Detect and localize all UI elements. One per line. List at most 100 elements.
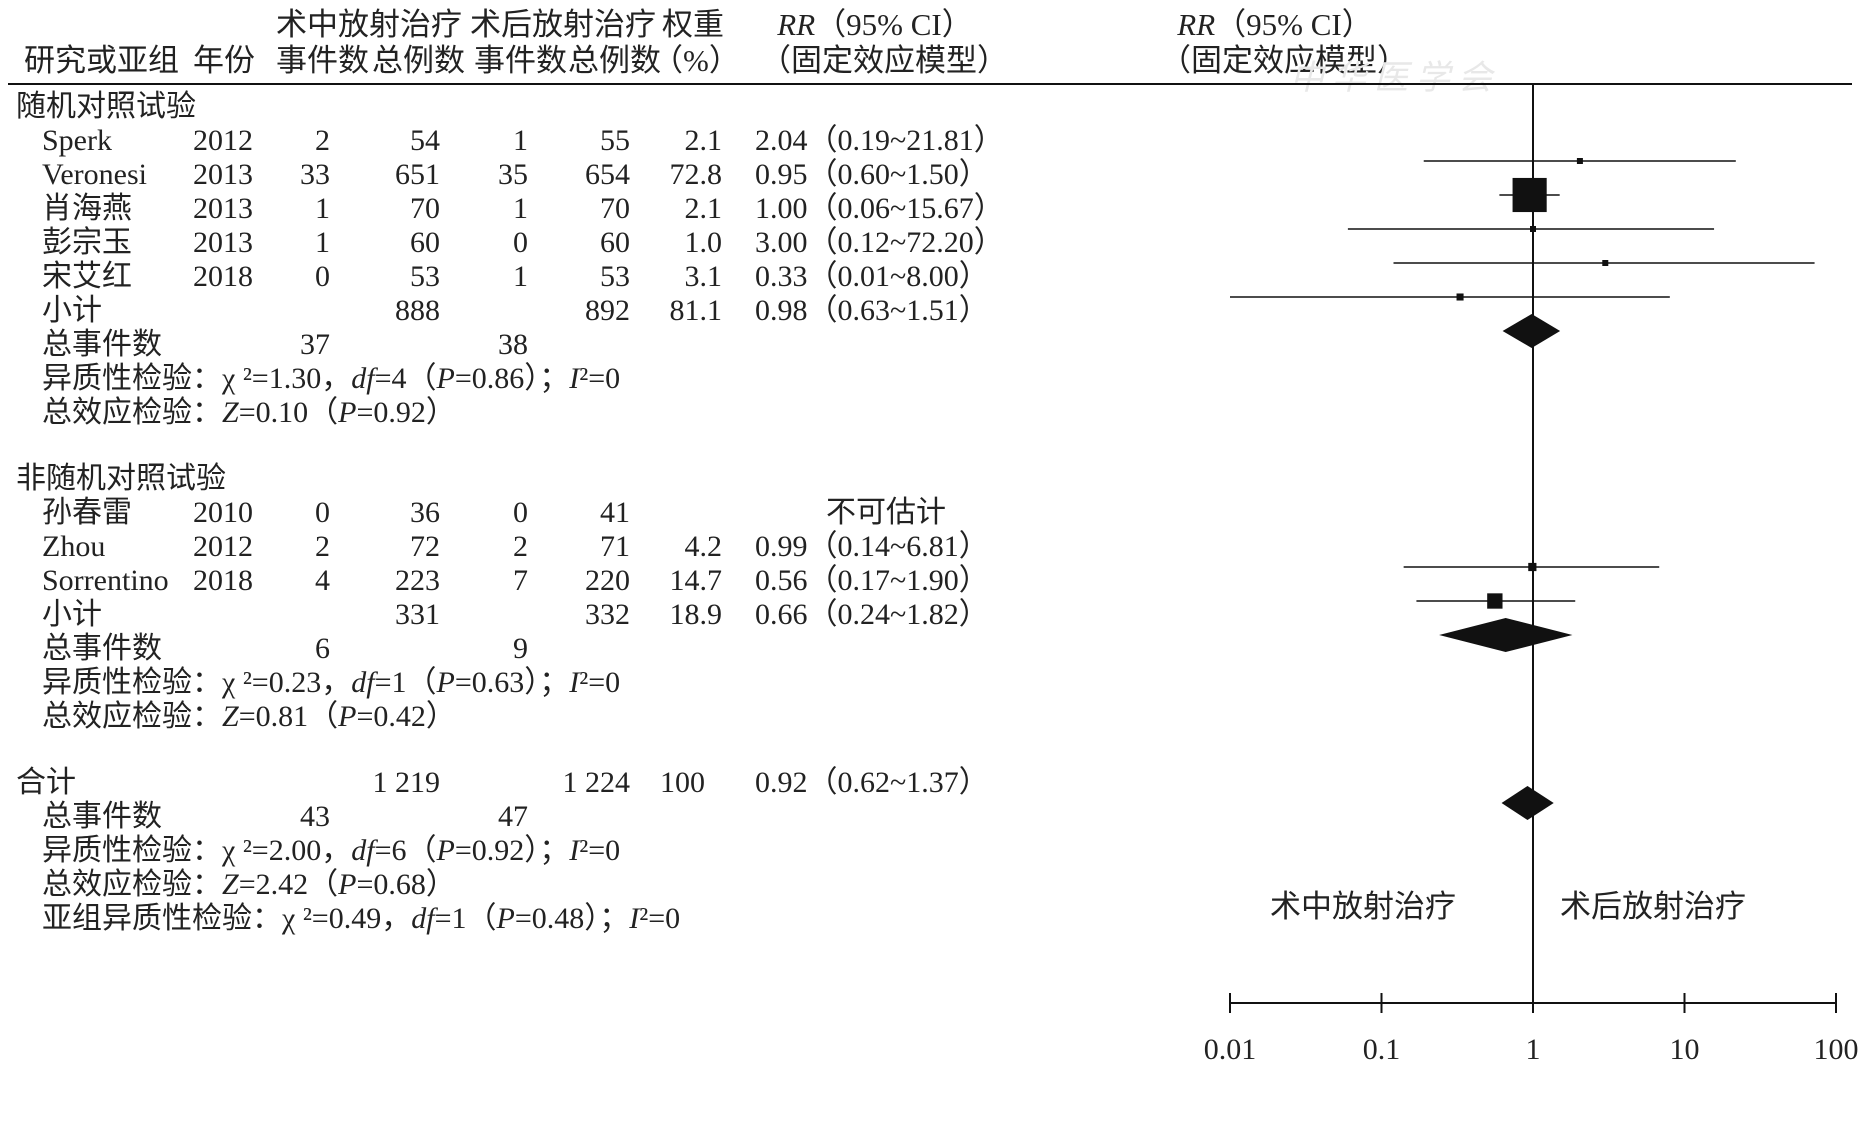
weight: 4.2 [684, 530, 723, 563]
total-2: 220 [585, 564, 630, 597]
effect-marker [1487, 593, 1503, 609]
events-1: 0 [315, 496, 330, 529]
events-total-1: 6 [315, 632, 330, 665]
subtotal-total-1: 888 [395, 294, 440, 327]
het-i-symbol: I [569, 666, 580, 699]
weight: 2.1 [684, 124, 723, 157]
het-chi: χ ²=2.00， [222, 834, 352, 867]
x-tick-label: 0.01 [1204, 1033, 1257, 1066]
rr-ci: 不可估计 [826, 496, 946, 529]
plot-rr-heading-rr: RR [1177, 7, 1216, 42]
events-1: 0 [315, 260, 330, 293]
eff-p-symbol: P [338, 868, 357, 901]
study-name: 彭宗玉 [42, 226, 132, 259]
plot-rr-model-heading: （固定效应模型） [1160, 43, 1408, 78]
het-label: 异质性检验： [42, 362, 222, 395]
events-2: 0 [513, 226, 528, 259]
sub-i: ²=0 [639, 902, 681, 935]
het-p-symbol: P [436, 834, 455, 867]
study-year: 2013 [193, 158, 253, 191]
study-year: 2012 [193, 124, 253, 157]
rr-heading: RR（95% CI） [760, 8, 990, 42]
rr-ci: 0.95（0.60~1.50） [755, 158, 989, 191]
het-p: =0.86）； [454, 362, 570, 395]
study-year: 2013 [193, 192, 253, 225]
het-p: =0.63）； [454, 666, 570, 699]
subgroup-title: 非随机对照试验 [16, 462, 226, 495]
events-1: 1 [315, 192, 330, 225]
events2-column-heading: 事件数 [474, 43, 567, 78]
effect-marker [1512, 177, 1547, 213]
study-name: Veronesi [42, 158, 147, 191]
weight: 14.7 [669, 564, 723, 597]
het-chi: χ ²=0.23， [222, 666, 352, 699]
total-2: 71 [600, 530, 630, 563]
events-total-2: 38 [498, 328, 528, 361]
sub-i-symbol: I [629, 902, 640, 935]
total-2: 53 [600, 260, 630, 293]
het-df-symbol: df [351, 834, 375, 867]
heterogeneity-test: 异质性检验：χ ²=0.23，df=1（P=0.63）；I²=0 [42, 666, 620, 700]
het-i: ²=0 [579, 666, 621, 699]
events-total-1: 43 [300, 800, 330, 833]
eff-p-symbol: P [338, 700, 357, 733]
total-2: 70 [600, 192, 630, 225]
total-1: 53 [410, 260, 440, 293]
rr-model-heading: （固定效应模型） [760, 43, 1008, 78]
x-tick-label: 0.1 [1363, 1033, 1401, 1066]
overall-effect-test: 总效应检验：Z=0.81（P=0.42） [42, 700, 456, 734]
total-1: 72 [410, 530, 440, 563]
het-label: 异质性检验： [42, 666, 222, 699]
het-i-symbol: I [569, 362, 580, 395]
events-1: 2 [315, 530, 330, 563]
study-column-heading: 研究或亚组 [24, 43, 179, 78]
subtotal-label: 小计 [42, 598, 102, 631]
events-2: 2 [513, 530, 528, 563]
effect-marker [1528, 562, 1537, 572]
rr-ci: 2.04（0.19~21.81） [755, 124, 1004, 157]
weight: 1.0 [684, 226, 723, 259]
heterogeneity-test: 异质性检验：χ ²=2.00，df=6（P=0.92）；I²=0 [42, 834, 620, 868]
overall-effect-test: 总效应检验：Z=2.42（P=0.68） [42, 868, 456, 902]
rr-ci: 0.56（0.17~1.90） [755, 564, 989, 597]
sub-df: =1（ [434, 902, 497, 935]
events-total-1: 37 [300, 328, 330, 361]
het-p: =0.92）； [454, 834, 570, 867]
subgroup-difference-test: 亚组异质性检验：χ ²=0.49，df=1（P=0.48）；I²=0 [42, 902, 680, 936]
overall-weight: 100 [660, 766, 705, 799]
subtotal-weight: 81.1 [669, 294, 723, 327]
study-name: Zhou [42, 530, 106, 563]
overall-total-2: 1 224 [562, 766, 631, 799]
study-year: 2018 [193, 260, 253, 293]
events-2: 35 [498, 158, 528, 191]
overall-label: 合计 [16, 766, 76, 799]
pooled-diamond [1501, 786, 1554, 820]
eff-p-symbol: P [338, 396, 357, 429]
eff-p: =0.68） [356, 868, 456, 901]
weight: 72.8 [669, 158, 723, 191]
events-2: 1 [513, 124, 528, 157]
events-1: 2 [315, 124, 330, 157]
study-name: Sorrentino [42, 564, 169, 597]
eff-z: =2.42（ [238, 868, 339, 901]
het-p-symbol: P [436, 362, 455, 395]
total1-column-heading: 总例数 [372, 43, 465, 78]
eff-z-symbol: Z [222, 700, 239, 733]
total-2: 55 [600, 124, 630, 157]
x-tick-label: 100 [1814, 1033, 1859, 1066]
events1-column-heading: 事件数 [276, 43, 369, 78]
watermark-text: 中华医学会 [1290, 60, 1500, 97]
events-2: 7 [513, 564, 528, 597]
x-tick-label: 10 [1670, 1033, 1700, 1066]
subtotal-rr-ci: 0.98（0.63~1.51） [755, 294, 989, 327]
sub-label: 亚组异质性检验： [42, 902, 282, 935]
favours-left-label: 术中放射治疗 [1270, 889, 1456, 924]
het-i-symbol: I [569, 834, 580, 867]
favours-right-label: 术后放射治疗 [1560, 889, 1746, 924]
het-chi: χ ²=1.30， [222, 362, 352, 395]
subtotal-total-2: 892 [585, 294, 630, 327]
study-year: 2018 [193, 564, 253, 597]
events-total-2: 47 [498, 800, 528, 833]
study-name: 肖海燕 [42, 192, 132, 225]
eff-z: =0.81（ [238, 700, 339, 733]
